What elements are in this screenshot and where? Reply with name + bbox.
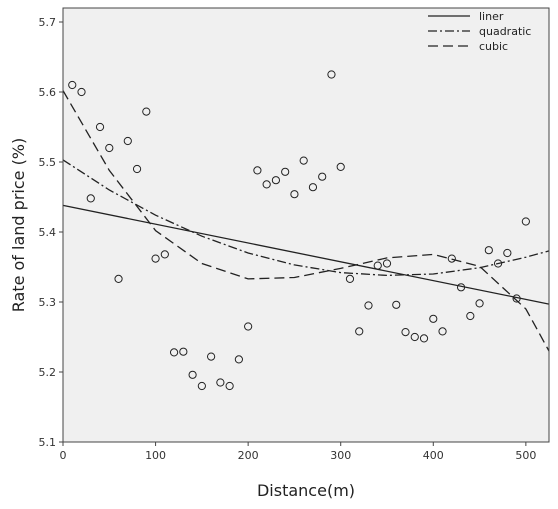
data-point — [355, 327, 364, 336]
y-tick-label: 5.3 — [39, 296, 57, 309]
data-point — [207, 352, 216, 361]
data-point — [105, 143, 114, 153]
data-point — [151, 254, 160, 263]
data-point — [410, 332, 419, 342]
fit-lines — [62, 90, 550, 352]
data-points — [68, 70, 530, 391]
y-tick-label: 5.7 — [39, 16, 57, 29]
x-tick-label: 300 — [330, 449, 351, 462]
plot-frame — [62, 7, 550, 443]
data-point — [364, 301, 373, 310]
y-tick-label: 5.4 — [39, 226, 57, 239]
data-point — [281, 167, 290, 176]
legend-label-liner: liner — [479, 10, 504, 23]
data-point — [493, 259, 503, 268]
data-point — [95, 122, 105, 132]
data-point — [262, 180, 271, 189]
data-point — [475, 299, 484, 308]
data-point — [77, 87, 86, 97]
data-point — [382, 259, 392, 268]
legend-label-cubic: cubic — [479, 40, 508, 53]
x-tick-label: 100 — [145, 449, 166, 462]
y-tick-label: 5.2 — [39, 366, 57, 379]
data-point — [336, 162, 345, 171]
data-point — [271, 176, 281, 185]
data-point — [132, 164, 142, 174]
data-point — [225, 381, 234, 391]
fit-line-cubic — [62, 90, 550, 352]
data-point — [216, 378, 225, 387]
x-tick-label: 200 — [238, 449, 259, 462]
data-point — [447, 254, 456, 263]
y-axis-title: Rate of land price (%) — [9, 138, 28, 313]
y-tick-label: 5.6 — [39, 86, 57, 99]
data-point — [456, 283, 466, 292]
fit-line-liner — [62, 204, 550, 305]
data-point — [142, 107, 151, 116]
fit-line-quadratic — [62, 159, 550, 277]
y-axis-ticks: 5.1 5.2 5.3 5.4 5.5 5.6 5.7 — [39, 16, 63, 449]
data-point — [512, 294, 521, 303]
data-point — [503, 248, 512, 258]
data-point — [114, 274, 123, 283]
plot-background — [63, 8, 549, 442]
legend: liner quadratic cubic — [428, 10, 531, 53]
data-point — [179, 347, 188, 356]
data-point — [290, 190, 299, 199]
data-point — [401, 328, 410, 337]
y-tick-label: 5.5 — [39, 156, 57, 169]
data-point — [160, 250, 169, 259]
x-axis-ticks: 0 100 200 300 400 500 — [60, 442, 536, 462]
data-point — [123, 136, 132, 146]
data-point — [244, 322, 253, 331]
data-point — [308, 183, 318, 192]
data-point — [253, 166, 262, 175]
data-point — [327, 70, 336, 79]
data-point — [429, 314, 438, 323]
x-axis-title: Distance(m) — [257, 481, 355, 500]
legend-label-quadratic: quadratic — [479, 25, 531, 38]
data-point — [345, 274, 355, 283]
y-tick-label: 5.1 — [39, 436, 57, 449]
data-point — [299, 156, 308, 165]
data-point — [521, 217, 530, 226]
data-point — [392, 300, 401, 309]
data-point — [484, 246, 493, 255]
x-tick-label: 0 — [60, 449, 67, 462]
data-point — [466, 311, 475, 321]
data-point — [68, 80, 77, 90]
data-point — [188, 370, 197, 379]
data-point — [373, 261, 382, 270]
data-point — [234, 355, 243, 364]
data-point — [438, 327, 447, 336]
data-point — [86, 194, 95, 203]
data-point — [318, 172, 327, 181]
data-point — [197, 381, 206, 391]
data-point — [419, 334, 429, 343]
data-point — [169, 348, 179, 357]
x-tick-label: 400 — [423, 449, 444, 462]
x-tick-label: 500 — [515, 449, 536, 462]
